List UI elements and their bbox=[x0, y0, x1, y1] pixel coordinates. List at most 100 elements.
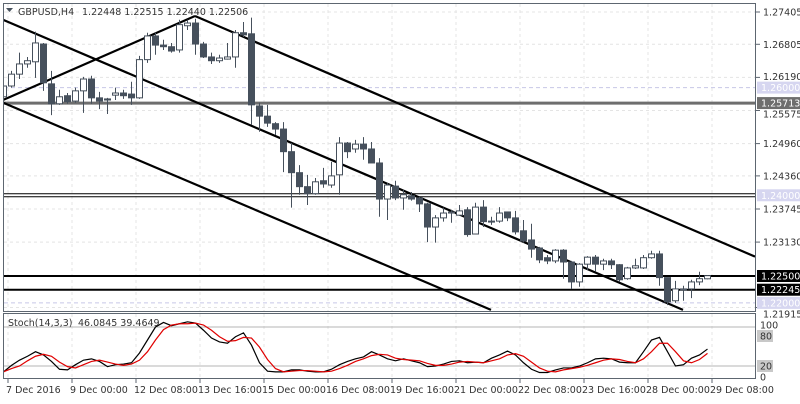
y-tick-label: 1.21915 bbox=[763, 309, 800, 320]
bear-candle bbox=[664, 277, 671, 303]
bear-candle bbox=[568, 261, 575, 283]
bull-candle bbox=[496, 212, 503, 222]
x-tick-label: 22 Dec 08:00 bbox=[518, 385, 582, 396]
chart-header: GBPUSD,H4 1.22448 1.22515 1.22440 1.2250… bbox=[6, 7, 248, 18]
stoch-k-line bbox=[3, 321, 708, 374]
bear-candle bbox=[200, 43, 207, 58]
price-label: 1.22000 bbox=[761, 298, 800, 309]
bear-candle bbox=[424, 203, 431, 228]
bear-candle bbox=[296, 172, 303, 188]
bull-candle bbox=[680, 288, 687, 291]
trend-line bbox=[194, 15, 755, 258]
bear-candle bbox=[152, 35, 159, 46]
stoch-tick-label: 100 bbox=[760, 321, 778, 332]
stoch-frame bbox=[3, 313, 756, 379]
bull-candle bbox=[488, 220, 495, 223]
bear-candle bbox=[160, 44, 167, 48]
bear-candle bbox=[272, 123, 279, 130]
bear-candle bbox=[592, 256, 599, 265]
bull-candle bbox=[704, 275, 711, 280]
bear-candle bbox=[264, 115, 271, 124]
bear-candle bbox=[544, 257, 551, 262]
y-tick-label: 1.25575 bbox=[763, 110, 800, 121]
bear-candle bbox=[256, 105, 263, 117]
y-tick-label: 1.26805 bbox=[763, 40, 800, 51]
bear-candle bbox=[408, 195, 415, 200]
bull-candle bbox=[336, 142, 343, 176]
bear-candle bbox=[320, 180, 327, 185]
bull-candle bbox=[456, 210, 463, 216]
bull-candle bbox=[176, 24, 183, 51]
bear-candle bbox=[536, 247, 543, 261]
bull-candle bbox=[448, 211, 455, 214]
bear-candle bbox=[520, 230, 527, 242]
bull-candle bbox=[432, 217, 439, 228]
bear-candle bbox=[208, 56, 215, 62]
bull-candle bbox=[576, 263, 583, 283]
x-tick-label: 29 Dec 08:00 bbox=[710, 385, 774, 396]
bear-candle bbox=[104, 98, 111, 101]
bear-candle bbox=[120, 92, 127, 97]
stoch-level-box bbox=[757, 360, 773, 372]
y-tick-label: 1.26190 bbox=[763, 72, 800, 83]
x-tick-label: 15 Dec 00:00 bbox=[262, 385, 326, 396]
bear-candle bbox=[480, 206, 487, 223]
bull-candle bbox=[600, 260, 607, 265]
bull-candle bbox=[4, 85, 7, 98]
bear-candle bbox=[416, 197, 423, 205]
symbol-label: GBPUSD,H4 bbox=[18, 7, 74, 18]
x-tick-label: 19 Dec 16:00 bbox=[390, 385, 454, 396]
bear-candle bbox=[464, 209, 471, 236]
bull-candle bbox=[352, 143, 359, 150]
axes: 1.27405 1.26805 1.26190 1.25575 1.24960 1.243… bbox=[6, 8, 800, 396]
price-label-box bbox=[757, 283, 800, 296]
y-tick-label: 1.23745 bbox=[763, 204, 800, 215]
bear-candle bbox=[560, 249, 567, 263]
bull-candle bbox=[584, 256, 591, 265]
x-tick-label: 7 Dec 2016 bbox=[6, 385, 61, 396]
price-label-box bbox=[757, 81, 800, 94]
price-label: 1.26000 bbox=[761, 83, 800, 94]
stoch-tick-label: 20 bbox=[760, 362, 772, 373]
price-label-box bbox=[757, 270, 800, 282]
bear-candle bbox=[88, 78, 95, 99]
bull-candle bbox=[144, 35, 151, 61]
y-tick-label: 1.23130 bbox=[763, 238, 800, 249]
bear-candle bbox=[344, 142, 351, 153]
price-label: 1.24000 bbox=[761, 191, 800, 202]
bull-candle bbox=[232, 32, 239, 58]
bull-candle bbox=[16, 63, 23, 75]
bull-candle bbox=[688, 281, 695, 290]
bear-candle bbox=[392, 185, 399, 199]
price-label-box bbox=[757, 189, 800, 202]
bull-candle bbox=[472, 206, 479, 235]
bear-candle bbox=[528, 239, 535, 250]
bear-candle bbox=[288, 151, 295, 174]
bear-candle bbox=[368, 148, 375, 164]
bull-candle bbox=[312, 181, 319, 195]
bull-candle bbox=[224, 56, 231, 60]
x-tick-label: 9 Dec 00:00 bbox=[70, 385, 128, 396]
bull-candle bbox=[80, 78, 87, 92]
bear-candle bbox=[96, 97, 103, 102]
triangle-down-icon[interactable] bbox=[6, 8, 13, 12]
bear-candle bbox=[40, 43, 47, 84]
bull-candle bbox=[552, 249, 559, 262]
y-tick-label: 1.27405 bbox=[763, 8, 800, 19]
bear-candle bbox=[656, 253, 663, 279]
stoch-d-line bbox=[3, 322, 708, 373]
bull-candle bbox=[640, 257, 647, 269]
bear-candle bbox=[48, 83, 55, 105]
stoch-title: Stoch(14,3,3) bbox=[8, 318, 72, 329]
x-tick-label: 16 Dec 08:00 bbox=[326, 385, 390, 396]
bull-candle bbox=[216, 57, 223, 62]
y-tick-label: 1.24360 bbox=[763, 171, 800, 182]
bull-candle bbox=[328, 175, 335, 186]
bear-candle bbox=[504, 211, 511, 219]
bear-candle bbox=[128, 93, 135, 99]
stoch-tick-label: 80 bbox=[760, 332, 772, 343]
bear-candle bbox=[192, 22, 199, 45]
x-tick-label: 23 Dec 16:00 bbox=[582, 385, 646, 396]
